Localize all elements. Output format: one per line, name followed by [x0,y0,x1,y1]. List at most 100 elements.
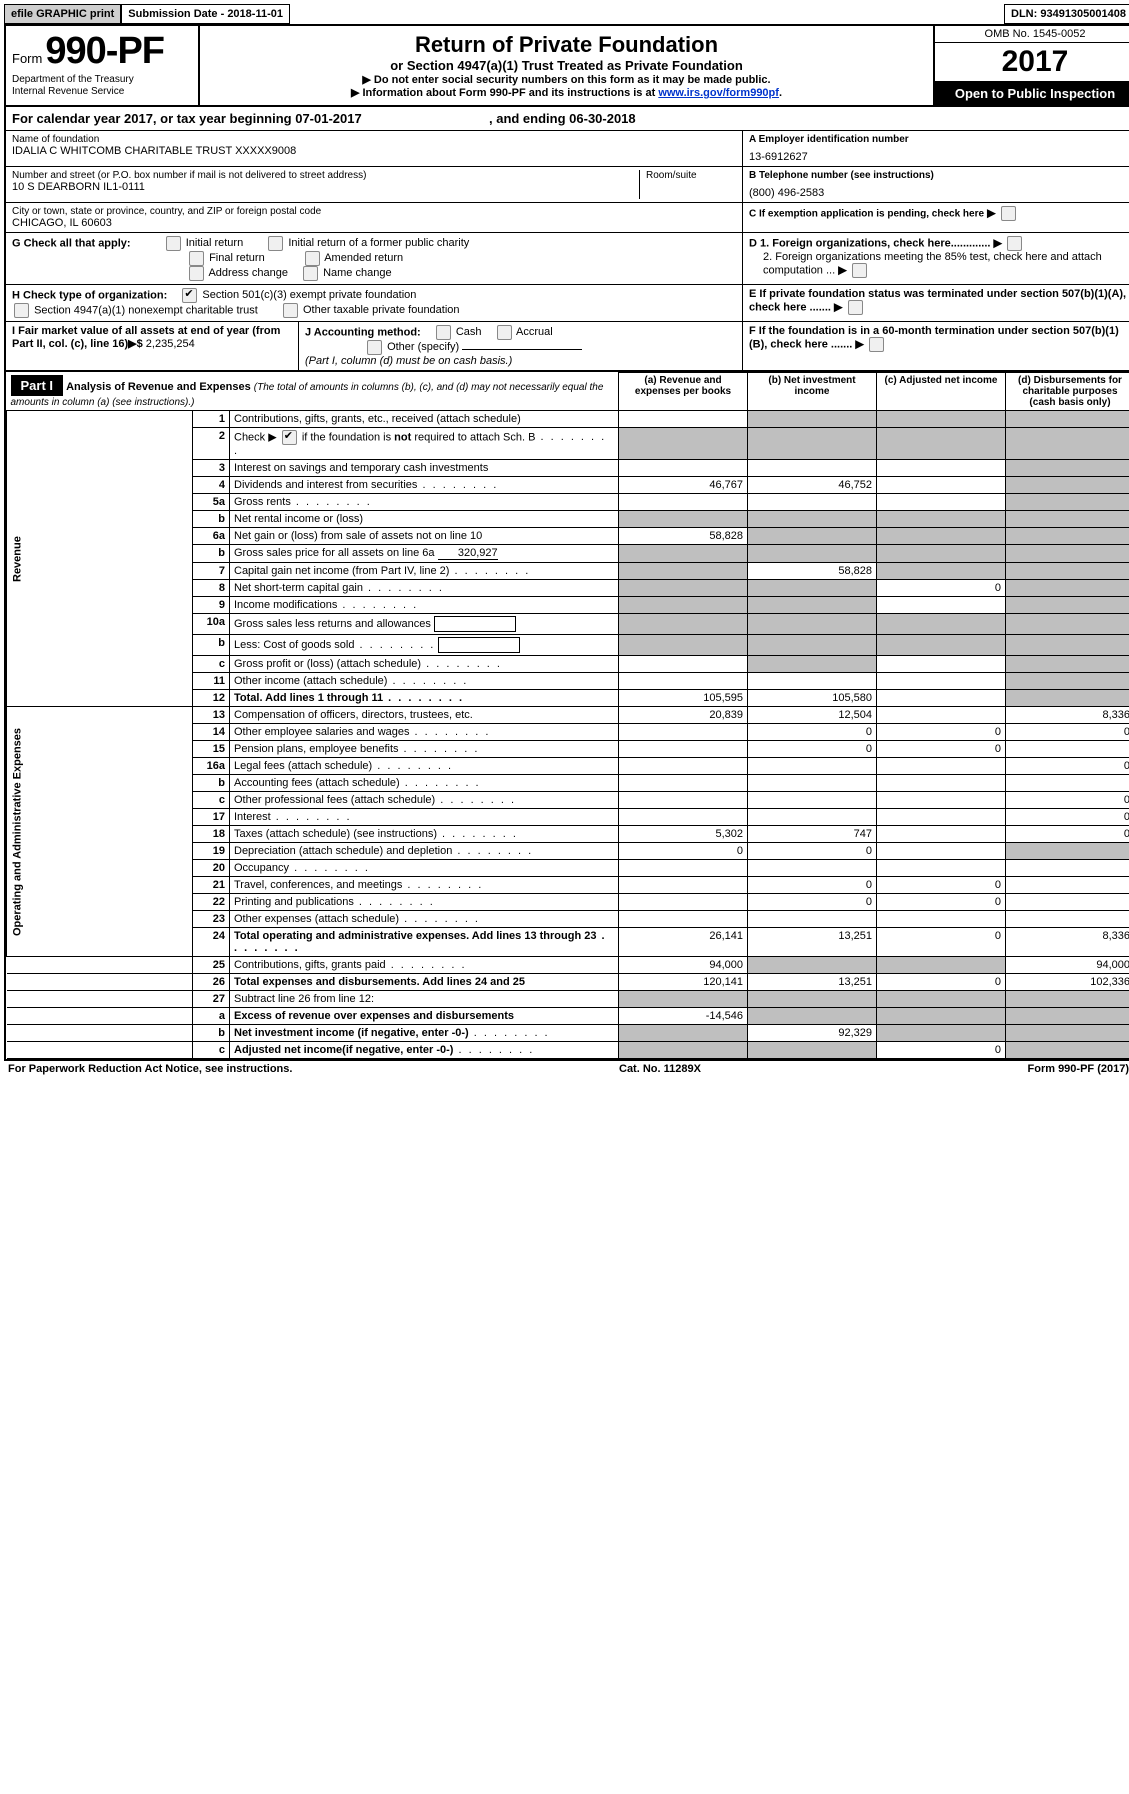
chk-f[interactable] [869,337,884,352]
row-num: 6a [193,528,230,545]
part1-title: Analysis of Revenue and Expenses [66,381,251,393]
calendar-year-row: For calendar year 2017, or tax year begi… [6,107,1129,131]
row-desc: Interest on savings and temporary cash i… [230,460,619,477]
row-num: 19 [193,843,230,860]
chk-initial-former[interactable] [268,236,283,251]
row-desc: Contributions, gifts, grants, etc., rece… [230,411,619,428]
c-checkbox[interactable] [1001,206,1016,221]
amt-d: 0 [1006,724,1129,741]
col-a: (a) Revenue and expenses per books [619,373,748,411]
amt-d: 102,336 [1006,974,1129,991]
addr-label: Number and street (or P.O. box number if… [12,170,639,181]
row-desc: Legal fees (attach schedule) [234,760,372,772]
c-label: C If exemption application is pending, c… [749,208,984,219]
row-num: 24 [193,928,230,957]
city-label: City or town, state or province, country… [12,206,736,217]
irs-link[interactable]: www.irs.gov/form990pf [658,87,779,99]
amt-a: 0 [619,843,748,860]
row-desc: Compensation of officers, directors, tru… [230,707,619,724]
row-num: 18 [193,826,230,843]
chk-schb[interactable] [282,430,297,445]
row-num: 14 [193,724,230,741]
row-num: 22 [193,894,230,911]
instr-ssn: ▶ Do not enter social security numbers o… [206,73,927,86]
row-num: c [193,656,230,673]
amt-b: 105,580 [748,690,877,707]
chk-d1[interactable] [1007,236,1022,251]
amt-c: 0 [877,1042,1006,1059]
omb-number: OMB No. 1545-0052 [935,26,1129,43]
d2-label: 2. Foreign organizations meeting the 85%… [763,251,1102,276]
opt-other-tax: Other taxable private foundation [303,304,460,316]
part1-label: Part I [11,375,64,396]
opt-initial: Initial return [186,237,243,249]
chk-501c3[interactable] [182,288,197,303]
row-desc: Total expenses and disbursements. Add li… [230,974,619,991]
chk-final[interactable] [189,251,204,266]
row-num: c [193,1042,230,1059]
amt-c: 0 [877,580,1006,597]
amt-a: 120,141 [619,974,748,991]
amt-a: 26,141 [619,928,748,957]
chk-amended[interactable] [305,251,320,266]
amt-b: 46,752 [748,477,877,494]
chk-e[interactable] [848,300,863,315]
row-desc: Dividends and interest from securities [234,479,417,491]
amt-b: 0 [748,741,877,758]
row-num: 1 [193,411,230,428]
row-num: 17 [193,809,230,826]
form-number: 990-PF [45,30,164,72]
row-num: b [193,1025,230,1042]
chk-d2[interactable] [852,263,867,278]
row-desc: Net investment income (if negative, ente… [234,1027,469,1039]
chk-cash[interactable] [436,325,451,340]
row-num: b [193,635,230,656]
opt-amended: Amended return [324,252,403,264]
row-num: 7 [193,563,230,580]
amt-b: 92,329 [748,1025,877,1042]
row-desc: Adjusted net income(if negative, enter -… [234,1044,453,1056]
chk-other-tax[interactable] [283,303,298,318]
row-desc: Net gain or (loss) from sale of assets n… [230,528,619,545]
amt-c: 0 [877,724,1006,741]
chk-4947[interactable] [14,303,29,318]
amt-d: 0 [1006,826,1129,843]
footer-mid: Cat. No. 11289X [619,1063,701,1075]
amt-b: 13,251 [748,928,877,957]
cal-end: , and ending 06-30-2018 [489,111,636,126]
row-desc: Contributions, gifts, grants paid [234,959,386,971]
row-desc: Other expenses (attach schedule) [234,913,399,925]
inline-val: 320,927 [438,547,498,560]
opt-name-change: Name change [323,267,392,279]
d1-label: D 1. Foreign organizations, check here..… [749,237,990,249]
opt-final: Final return [209,252,265,264]
row-num: b [193,511,230,528]
row-desc: Gross sales price for all assets on line… [234,547,435,559]
col-c: (c) Adjusted net income [877,373,1006,411]
city-value: CHICAGO, IL 60603 [12,217,736,229]
ein-value: 13-6912627 [749,145,1129,163]
chk-addr-change[interactable] [189,266,204,281]
opt-initial-former: Initial return of a former public charit… [288,237,469,249]
amt-c: 0 [877,877,1006,894]
row-num: 3 [193,460,230,477]
chk-accrual[interactable] [497,325,512,340]
dln: DLN: 93491305001408 [1004,4,1129,24]
row-num: a [193,1008,230,1025]
ein-label: A Employer identification number [749,134,1129,145]
amt-d: 94,000 [1006,957,1129,974]
name-label: Name of foundation [12,134,736,145]
amt-c: 0 [877,894,1006,911]
chk-other-method[interactable] [367,340,382,355]
submission-date: Submission Date - 2018-11-01 [121,4,290,24]
row-num: 26 [193,974,230,991]
opt-addr-change: Address change [208,267,288,279]
amt-a: 20,839 [619,707,748,724]
footer-left: For Paperwork Reduction Act Notice, see … [8,1063,292,1075]
chk-initial[interactable] [166,236,181,251]
chk-name-change[interactable] [303,266,318,281]
row-desc: Gross rents [234,496,291,508]
row-desc: Pension plans, employee benefits [234,743,399,755]
amt-a: 46,767 [619,477,748,494]
e-label: E If private foundation status was termi… [749,288,1126,313]
